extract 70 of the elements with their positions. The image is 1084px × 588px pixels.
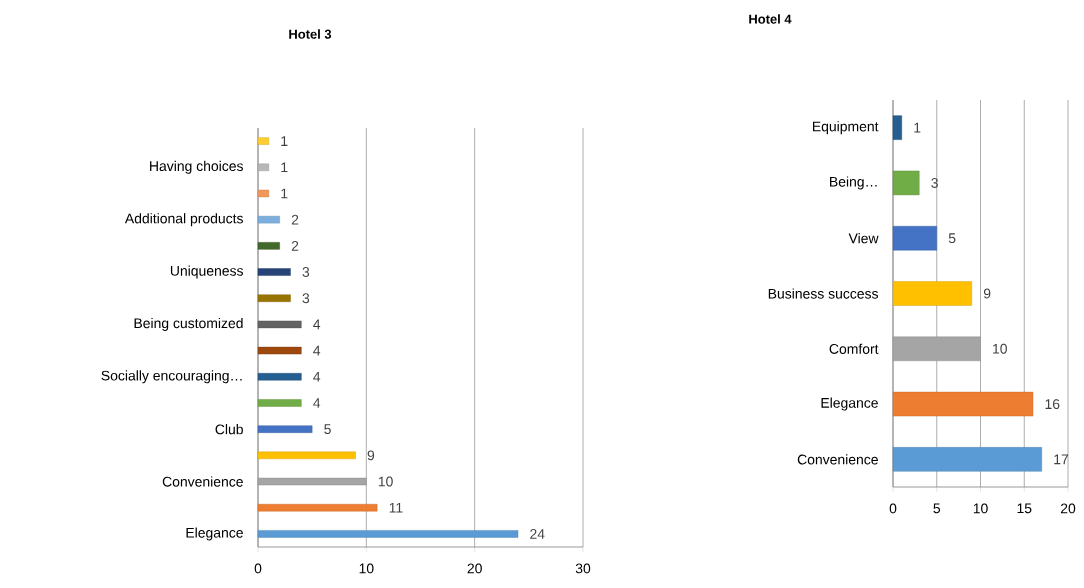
y-tick-label: Socially encouraging…: [101, 370, 242, 384]
data-label: 1: [281, 188, 288, 199]
y-tick-label: Convenience: [162, 476, 243, 487]
data-label: 1: [914, 122, 921, 133]
data-label: 3: [931, 177, 938, 188]
data-label: 10: [378, 476, 393, 487]
data-label: 4: [313, 319, 321, 330]
y-tick-label: View: [848, 233, 879, 244]
bar: [892, 226, 937, 251]
x-tick-label: 20: [467, 563, 482, 574]
data-label: 17: [1054, 454, 1069, 465]
bar: [257, 294, 291, 302]
bar: [257, 215, 280, 224]
x-tick-label: 10: [973, 503, 988, 514]
data-label: 4: [313, 345, 321, 356]
y-tick-label: Uniqueness: [170, 265, 243, 279]
data-label: 9: [367, 450, 375, 461]
data-label: 5: [948, 233, 956, 244]
data-label: 4: [313, 398, 321, 408]
y-tick-label: Having choices: [150, 160, 243, 174]
bar: [257, 320, 302, 329]
data-label: 1: [281, 136, 288, 146]
bar: [892, 391, 1034, 417]
x-tick-label: 0: [254, 563, 262, 574]
x-tick-label: 5: [933, 503, 941, 514]
y-tick-label: Equipment: [812, 121, 879, 135]
bar: [257, 268, 291, 276]
bar: [892, 115, 902, 140]
data-label: 5: [324, 424, 331, 435]
bar: [257, 346, 302, 355]
y-tick-label: Additional products: [124, 213, 243, 227]
bar: [257, 163, 270, 171]
y-tick-label: Business success: [768, 288, 878, 299]
data-label: 2: [291, 240, 299, 251]
data-label: 1: [281, 162, 288, 173]
bar: [257, 373, 302, 381]
y-tick-label: Elegance: [186, 527, 243, 541]
data-label: 2: [291, 214, 299, 225]
x-tick-label: 20: [1060, 503, 1076, 514]
y-tick-label: Elegance: [821, 397, 878, 411]
bar: [892, 447, 1042, 472]
y-tick-label: Comfort: [829, 343, 879, 354]
data-label: 3: [302, 267, 310, 277]
bar: [257, 242, 280, 250]
bar: [257, 137, 270, 145]
x-tick-label: 30: [575, 563, 591, 574]
y-tick-label: Club: [215, 424, 243, 435]
x-tick-label: 0: [889, 503, 897, 514]
bar: [257, 530, 519, 538]
chart-title: Hotel 3: [289, 29, 332, 39]
x-tick-label: 15: [1017, 503, 1032, 514]
x-tick-label: 10: [359, 563, 374, 574]
bar: [892, 170, 920, 196]
data-label: 24: [530, 529, 545, 539]
bar: [257, 189, 270, 198]
bar: [257, 451, 356, 460]
bar: [257, 399, 302, 407]
bar: [892, 281, 972, 306]
y-tick-label: Being…: [830, 176, 877, 190]
text: Hotel 4: [749, 14, 792, 24]
bar: [257, 425, 313, 433]
data-label: 4: [313, 371, 321, 382]
data-label: 10: [993, 343, 1007, 354]
y-tick-label: Convenience: [797, 454, 878, 465]
data-label: 11: [389, 502, 403, 513]
bar: [257, 504, 378, 512]
data-label: 3: [302, 293, 310, 304]
data-label: 9: [983, 288, 991, 299]
y-tick-label: Being customized: [134, 317, 243, 331]
data-label: 16: [1045, 399, 1060, 410]
